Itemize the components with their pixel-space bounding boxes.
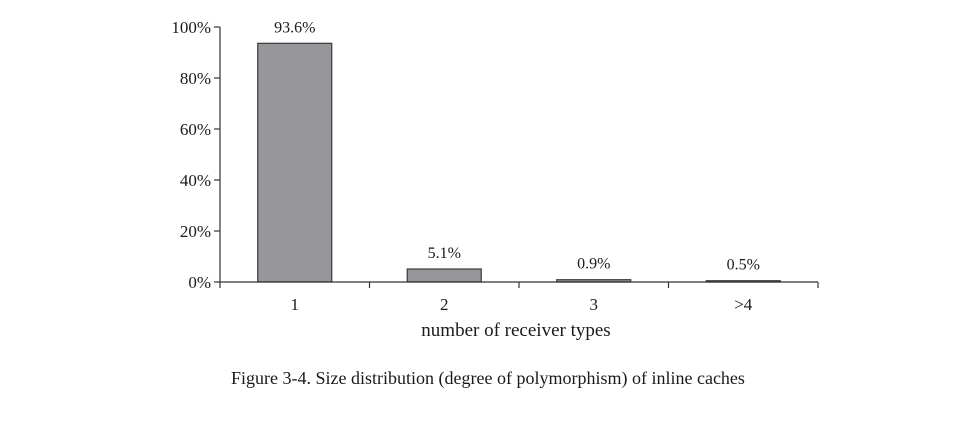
x-axis-ticks: 1 2 3 >4 — [219, 282, 819, 314]
y-tick-label: 20% — [180, 222, 211, 241]
figure-caption: Figure 3-4. Size distribution (degree of… — [231, 368, 745, 389]
y-tick-label: 60% — [180, 120, 211, 139]
x-tick-label: 1 — [291, 295, 300, 314]
y-tick-label: 40% — [180, 171, 211, 190]
x-tick-label: >4 — [734, 295, 753, 314]
bar-value-label: 0.5% — [727, 257, 760, 274]
bar — [257, 42, 333, 283]
bar-value-label: 93.6% — [274, 19, 315, 36]
y-tick-label: 80% — [180, 69, 211, 88]
data-labels: 93.6% 5.1% 0.9% 0.5% — [274, 19, 760, 273]
y-tick-label: 100% — [171, 18, 211, 37]
bars — [257, 42, 781, 283]
bar-value-label: 5.1% — [428, 245, 461, 262]
bar-value-label: 0.9% — [577, 256, 610, 273]
y-axis-ticks: 0% 20% 40% 60% 80% 100% — [171, 18, 220, 292]
x-tick-label: 3 — [590, 295, 599, 314]
x-axis-label: number of receiver types — [421, 320, 610, 341]
x-tick-label: 2 — [440, 295, 449, 314]
y-tick-label: 0% — [188, 273, 211, 292]
bar — [406, 268, 482, 283]
